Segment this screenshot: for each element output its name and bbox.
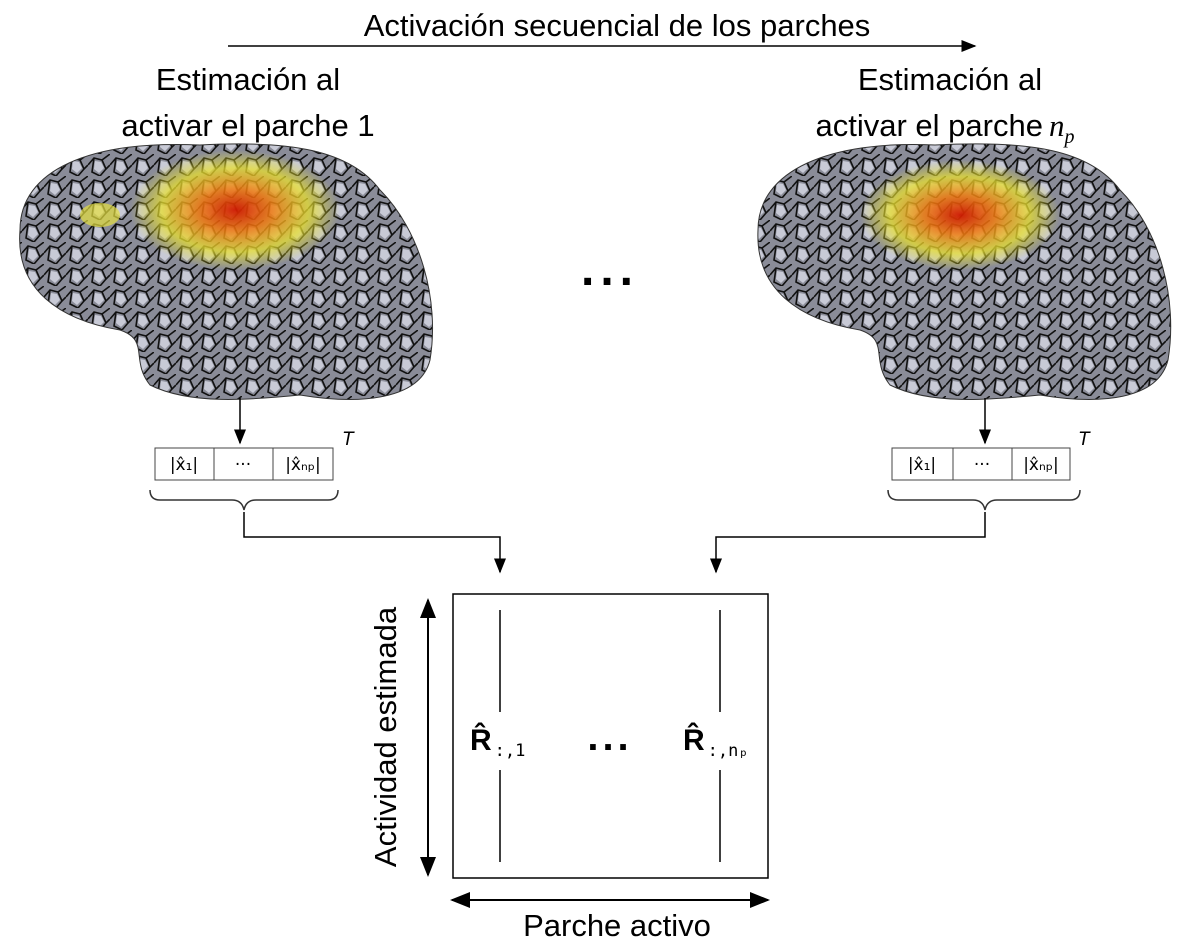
transpose: T — [1078, 429, 1091, 450]
vector-cell: |x̂ₙₚ| — [285, 455, 321, 475]
y-label: Actividad estimada — [368, 606, 403, 867]
symbol: R̂ — [470, 723, 492, 757]
vector-cell: ··· — [974, 455, 990, 475]
matrix — [420, 593, 770, 908]
panel-label: Estimación al — [156, 62, 340, 97]
label-math: n — [1049, 108, 1065, 143]
symbol: R̂ — [683, 723, 705, 757]
label-math-sub: p — [1062, 126, 1074, 148]
brain-right — [757, 143, 1172, 400]
vector-cell: |x̂₁| — [908, 455, 936, 475]
transpose: T — [342, 429, 355, 450]
panel-label: activar el parche np — [816, 108, 1075, 148]
subscript: :,1 — [495, 741, 526, 761]
title: Activación secuencial de los parches — [364, 8, 871, 43]
vector-cell: |x̂₁| — [170, 455, 198, 475]
vector-cell: |x̂ₙₚ| — [1023, 455, 1059, 475]
ellipsis: ... — [581, 243, 639, 296]
matrix-column: R̂:,1 — [470, 723, 525, 761]
vector-cell: ··· — [235, 455, 251, 475]
vectors — [149, 398, 1081, 574]
panel-label: activar el parche 1 — [121, 108, 374, 143]
matrix-ellipsis: ... — [587, 715, 632, 759]
x-label: Parche activo — [523, 908, 711, 943]
panel-label: Estimación al — [858, 62, 1042, 97]
label-text: activar el parche — [816, 108, 1043, 143]
subscript: :,nₚ — [708, 741, 749, 761]
brain-left — [19, 143, 433, 400]
matrix-column: R̂:,nₚ — [683, 723, 749, 761]
